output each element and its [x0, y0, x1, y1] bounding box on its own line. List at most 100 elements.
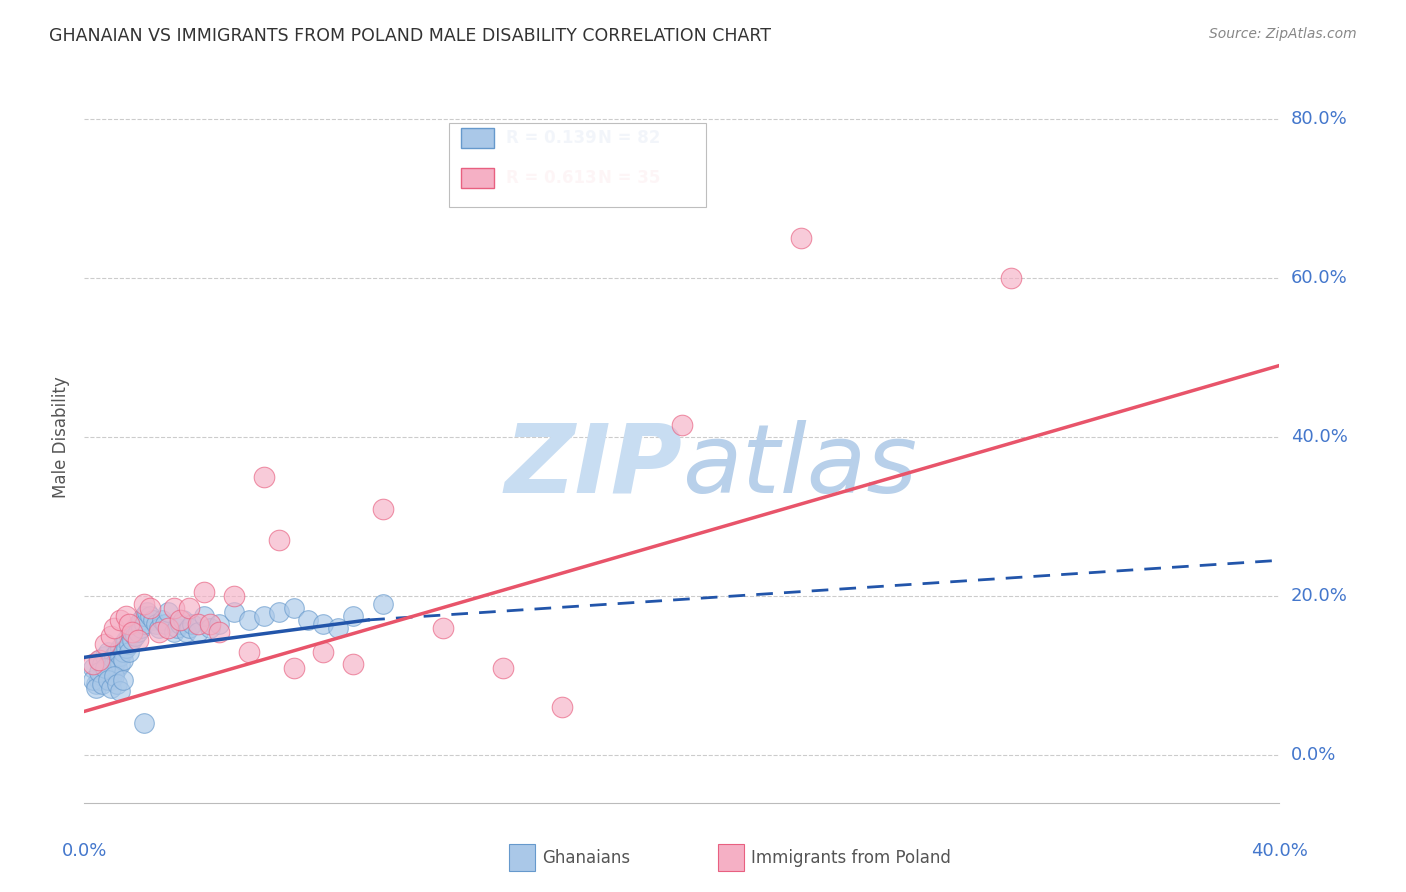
Point: [118, 645, 141, 659]
Point: [142, 613, 165, 627]
Point: [110, 684, 132, 698]
Point: [110, 657, 132, 671]
Point: [193, 609, 215, 624]
Point: [312, 616, 335, 631]
Point: [297, 613, 319, 627]
Point: [115, 640, 138, 655]
Point: [100, 629, 122, 643]
Point: [94, 637, 117, 651]
Point: [145, 616, 167, 631]
Point: [103, 621, 125, 635]
Point: [551, 700, 574, 714]
Point: [86, 676, 108, 690]
Point: [110, 613, 132, 627]
Point: [112, 653, 135, 667]
Point: [132, 597, 156, 611]
Point: [153, 616, 176, 631]
Point: [238, 645, 260, 659]
Point: [121, 632, 143, 647]
FancyBboxPatch shape: [461, 168, 495, 188]
Point: [110, 648, 132, 663]
Point: [127, 632, 149, 647]
Point: [222, 589, 245, 603]
Point: [112, 673, 135, 687]
Point: [91, 657, 114, 671]
Point: [177, 621, 200, 635]
Point: [127, 624, 149, 639]
Point: [328, 621, 350, 635]
Point: [253, 470, 276, 484]
Point: [100, 673, 122, 687]
Point: [208, 616, 231, 631]
Point: [127, 616, 149, 631]
Text: Ghanaians: Ghanaians: [543, 848, 630, 867]
Point: [432, 621, 454, 635]
Point: [89, 673, 111, 687]
Point: [148, 621, 170, 635]
Point: [94, 648, 117, 663]
FancyBboxPatch shape: [449, 122, 706, 207]
Point: [169, 613, 191, 627]
Point: [115, 632, 138, 647]
Text: 40.0%: 40.0%: [1251, 842, 1308, 860]
Text: R = 0.613: R = 0.613: [506, 169, 598, 187]
Text: Immigrants from Poland: Immigrants from Poland: [751, 848, 950, 867]
Point: [373, 597, 395, 611]
Point: [238, 613, 260, 627]
FancyBboxPatch shape: [509, 845, 534, 871]
Point: [112, 645, 135, 659]
Point: [94, 665, 117, 679]
Point: [121, 624, 143, 639]
Point: [181, 616, 204, 631]
Point: [105, 645, 128, 659]
Point: [124, 621, 146, 635]
Point: [187, 624, 209, 639]
Point: [342, 609, 364, 624]
Point: [105, 653, 128, 667]
Point: [129, 613, 152, 627]
Point: [283, 601, 305, 615]
Point: [97, 645, 120, 659]
Point: [129, 621, 152, 635]
Point: [174, 624, 197, 639]
Text: 60.0%: 60.0%: [1291, 269, 1347, 287]
Point: [97, 673, 120, 687]
Text: 0.0%: 0.0%: [62, 842, 107, 860]
Point: [1000, 271, 1022, 285]
Point: [253, 609, 276, 624]
Point: [89, 653, 111, 667]
Point: [136, 605, 159, 619]
Point: [115, 609, 138, 624]
Point: [283, 660, 305, 674]
Text: 0.0%: 0.0%: [1291, 746, 1336, 764]
Text: 40.0%: 40.0%: [1291, 428, 1347, 446]
Point: [118, 616, 141, 631]
Point: [105, 660, 128, 674]
Point: [312, 645, 335, 659]
Text: ZIP: ZIP: [503, 420, 682, 513]
Point: [177, 601, 200, 615]
Point: [132, 716, 156, 731]
Text: N = 82: N = 82: [599, 129, 661, 147]
Point: [82, 660, 104, 674]
Point: [82, 657, 104, 671]
Point: [100, 681, 122, 695]
Point: [172, 613, 194, 627]
Point: [492, 660, 515, 674]
Point: [139, 601, 162, 615]
Point: [103, 665, 125, 679]
Point: [267, 533, 290, 548]
Point: [82, 673, 104, 687]
Point: [112, 637, 135, 651]
Point: [166, 621, 188, 635]
Point: [198, 621, 221, 635]
Text: R = 0.139: R = 0.139: [506, 129, 598, 147]
Point: [110, 640, 132, 655]
Point: [94, 660, 117, 674]
Point: [373, 501, 395, 516]
Point: [187, 616, 209, 631]
Point: [132, 616, 156, 631]
Text: GHANAIAN VS IMMIGRANTS FROM POLAND MALE DISABILITY CORRELATION CHART: GHANAIAN VS IMMIGRANTS FROM POLAND MALE …: [49, 27, 772, 45]
Text: N = 35: N = 35: [599, 169, 661, 187]
Point: [169, 616, 191, 631]
